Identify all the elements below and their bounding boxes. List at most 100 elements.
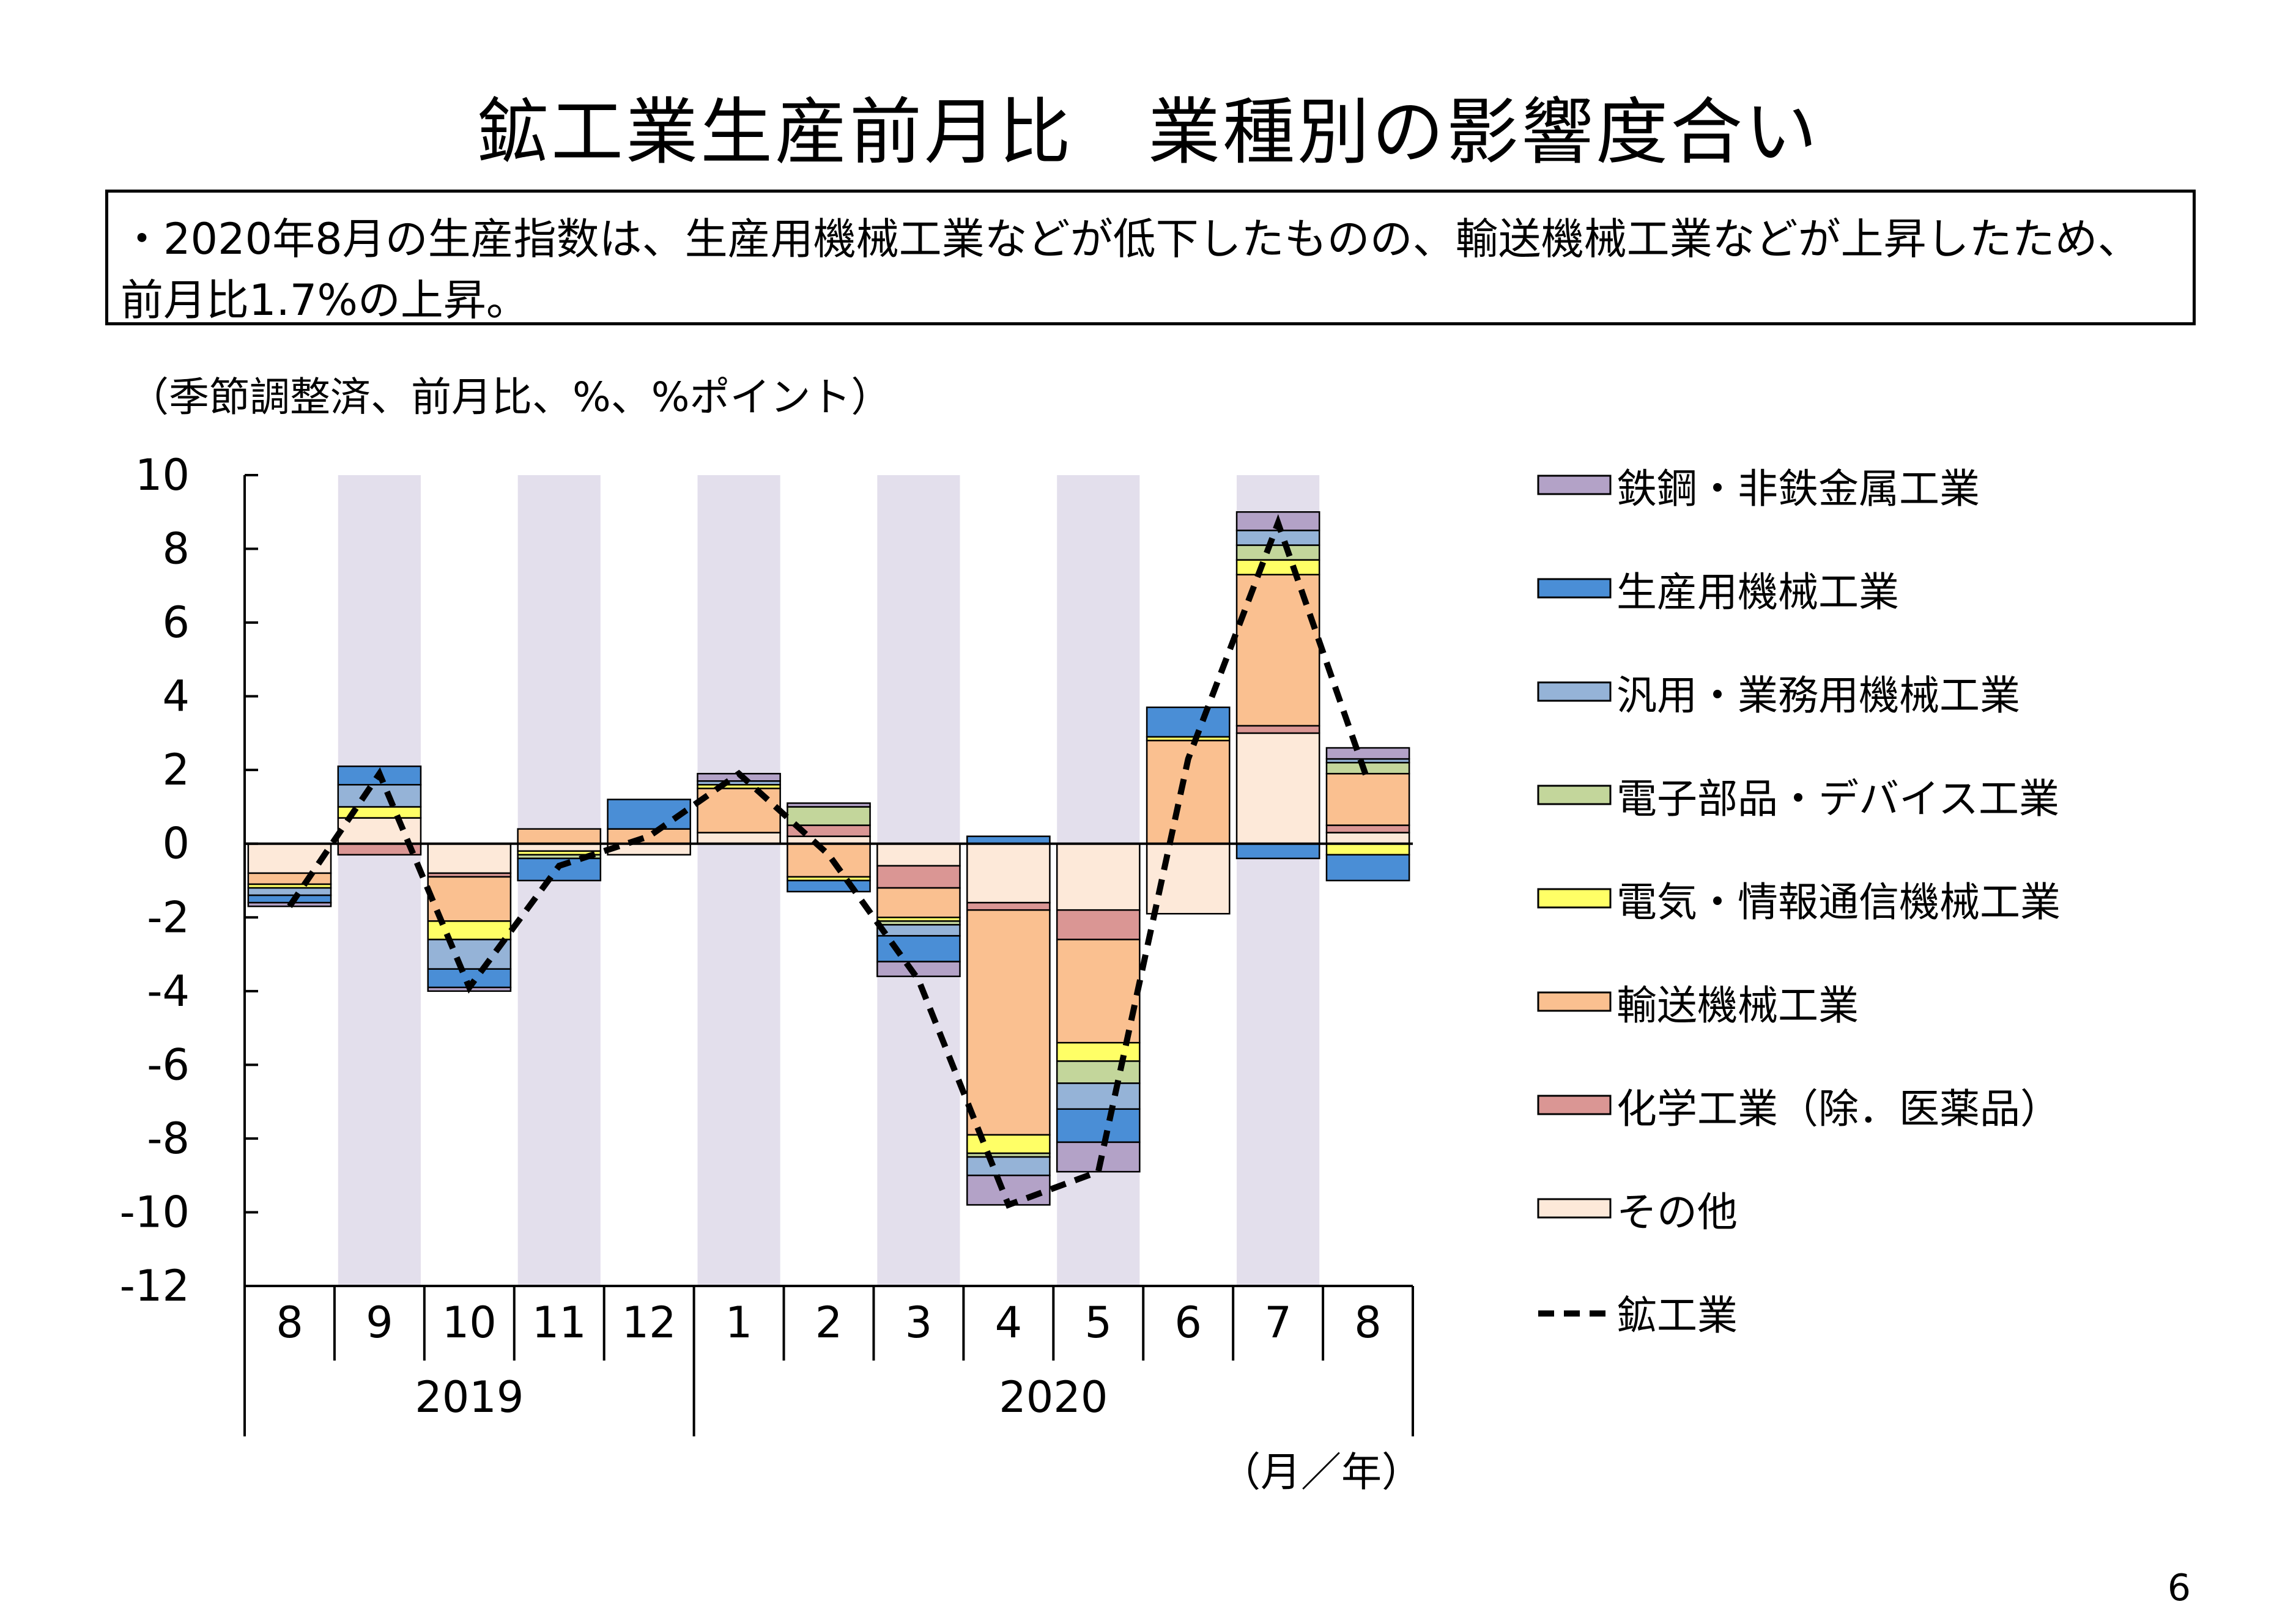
y-tick-label: -2 — [147, 892, 190, 942]
y-tick-label: 2 — [162, 745, 190, 795]
legend-swatch — [1537, 1198, 1612, 1219]
legend-label: 汎用・業務用機械工業 — [1616, 672, 2020, 719]
bar-segment — [247, 887, 332, 896]
bar-segment — [876, 924, 961, 937]
year-label: 2020 — [999, 1372, 1108, 1422]
bar-segment — [1235, 732, 1320, 844]
bar-segment — [1235, 559, 1320, 575]
bar-segment — [787, 802, 871, 808]
y-tick-label: 4 — [162, 671, 190, 722]
bar-segment — [1146, 706, 1231, 738]
bar-segment — [1325, 824, 1410, 833]
shade-band — [697, 475, 780, 1286]
bar-segment — [1056, 843, 1141, 911]
x-tick-label: 3 — [905, 1298, 933, 1348]
x-tick-label: 9 — [366, 1298, 393, 1348]
stacked-bars — [247, 511, 1410, 1206]
y-tick-label: 0 — [162, 819, 190, 869]
bar-segment — [1235, 544, 1320, 561]
bar-segment — [1325, 854, 1410, 882]
bar-segment — [1056, 1082, 1141, 1110]
y-tick-label: -10 — [120, 1187, 190, 1237]
y-tick-label: -12 — [120, 1261, 190, 1311]
bar-segment — [1325, 832, 1410, 844]
x-tick-label: 11 — [532, 1298, 587, 1348]
x-tick-label: 2 — [815, 1298, 843, 1348]
x-tick-label: 12 — [622, 1298, 676, 1348]
x-tick-label: 6 — [1174, 1298, 1202, 1348]
y-tick-label: -4 — [147, 966, 190, 1016]
bar-segment — [1325, 843, 1410, 856]
legend-swatch — [1537, 475, 1612, 495]
bar-segment — [1146, 843, 1231, 915]
x-tick-label: 10 — [442, 1298, 497, 1348]
bar-segment — [1235, 843, 1320, 860]
bar-segment — [517, 828, 602, 844]
y-tick-label: -8 — [147, 1114, 190, 1164]
legend-label: 電子部品・デバイス工業 — [1616, 775, 2059, 822]
x-tick-label: 1 — [725, 1298, 753, 1348]
bar-segment — [876, 961, 961, 977]
bar-segment — [1235, 530, 1320, 546]
legend-label: 生産用機械工業 — [1616, 569, 1899, 616]
legend-swatch — [1537, 785, 1612, 805]
year-label: 2019 — [415, 1372, 524, 1422]
bar-segment — [697, 788, 781, 833]
page-title: 鉱工業生産前月比 業種別の影響度合い — [476, 90, 1820, 174]
bar-segment — [876, 887, 961, 918]
bar-segment — [247, 843, 332, 874]
legend-label: 鉱工業 — [1616, 1292, 1738, 1339]
y-tick-label: 6 — [162, 597, 190, 648]
bar-segment — [1056, 939, 1141, 1044]
unit-label: （季節調整済、前月比、%、%ポイント） — [128, 374, 891, 421]
bar-segment — [1325, 747, 1410, 760]
bar-segment — [966, 901, 1051, 911]
legend-swatch — [1537, 681, 1612, 702]
legend-label: 化学工業（除．医薬品） — [1616, 1085, 2061, 1132]
x-tick-label: 4 — [995, 1298, 1023, 1348]
bar-segment — [787, 806, 871, 826]
bar-segment — [1056, 1060, 1141, 1084]
bar-segment — [247, 872, 332, 885]
x-tick-label: 5 — [1084, 1298, 1112, 1348]
legend: 鉄鋼・非鉄金属工業生産用機械工業汎用・業務用機械工業電子部品・デバイス工業電気・… — [1537, 465, 2061, 1339]
bar-segment — [1325, 772, 1410, 826]
x-tick-label: 7 — [1264, 1298, 1292, 1348]
legend-swatch — [1537, 1095, 1612, 1115]
total-line — [287, 514, 1371, 1209]
bar-segment — [966, 909, 1051, 1136]
bar-segment — [337, 784, 422, 808]
x-unit-label: （月／年） — [1220, 1449, 1422, 1496]
y-tick-label: 10 — [135, 450, 190, 500]
legend-label: 電気・情報通信機械工業 — [1616, 879, 2061, 926]
bar-segment — [966, 1156, 1051, 1177]
bar-segment — [697, 832, 781, 844]
y-tick-label: 8 — [162, 524, 190, 574]
legend-swatch — [1537, 991, 1612, 1012]
summary-box: ・2020年8月の生産指数は、生産用機械工業などが低下したものの、輸送機械工業な… — [105, 190, 2196, 325]
bar-segment — [1056, 909, 1141, 940]
bar-segment — [966, 843, 1051, 904]
bar-segment — [1235, 725, 1320, 734]
total-line-path — [287, 514, 1371, 1209]
bar-segment — [876, 935, 961, 962]
legend-swatch — [1537, 888, 1612, 909]
page-number: 6 — [2167, 1567, 2191, 1609]
legend-label: 輸送機械工業 — [1616, 982, 1859, 1029]
bar-segment — [427, 843, 512, 874]
bar-segment — [876, 865, 961, 889]
legend-label: その他 — [1616, 1189, 1738, 1236]
bar-segment — [607, 843, 691, 856]
y-tick-label: -6 — [147, 1040, 190, 1090]
bar-segment — [607, 828, 691, 844]
bar-segment — [787, 843, 871, 878]
shade-band — [338, 475, 421, 1286]
legend-label: 鉄鋼・非鉄金属工業 — [1616, 465, 1980, 512]
bar-segment — [1056, 1108, 1141, 1143]
x-tick-label: 8 — [1354, 1298, 1382, 1348]
bar-segment — [876, 843, 961, 867]
legend-swatch — [1537, 578, 1612, 599]
x-tick-label: 8 — [276, 1298, 303, 1348]
